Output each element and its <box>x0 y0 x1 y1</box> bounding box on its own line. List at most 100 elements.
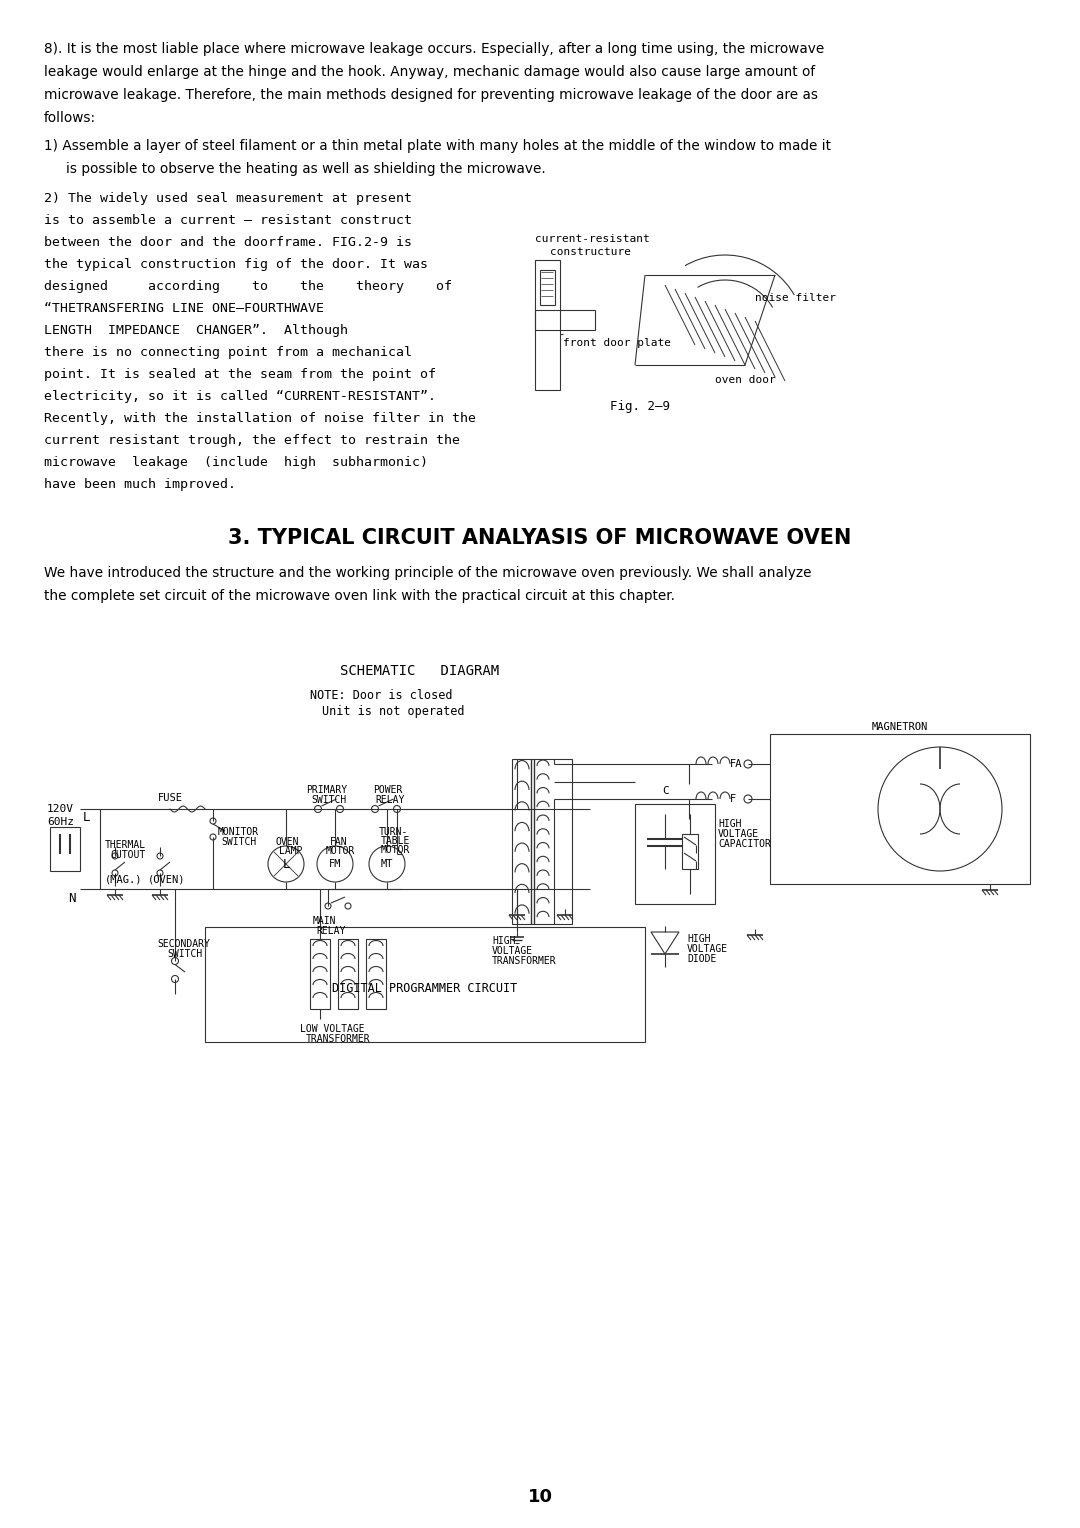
Text: VOLTAGE: VOLTAGE <box>718 830 759 839</box>
Text: VOLTAGE: VOLTAGE <box>492 946 534 957</box>
Circle shape <box>325 903 330 909</box>
Text: oven door: oven door <box>715 374 775 385</box>
Text: front door plate: front door plate <box>563 338 671 348</box>
Circle shape <box>878 747 1002 871</box>
Text: electricity, so it is called “CURRENT-RESISTANT”.: electricity, so it is called “CURRENT-RE… <box>44 390 436 403</box>
Text: CUTOUT: CUTOUT <box>110 850 145 860</box>
Text: LOW VOLTAGE: LOW VOLTAGE <box>300 1024 365 1034</box>
Text: current-resistant: current-resistant <box>535 234 650 244</box>
Text: SWITCH: SWITCH <box>167 949 202 960</box>
Text: We have introduced the structure and the working principle of the microwave oven: We have introduced the structure and the… <box>44 565 811 581</box>
Text: OVEN: OVEN <box>276 837 299 847</box>
Text: PRIMARY: PRIMARY <box>306 785 347 795</box>
Text: current resistant trough, the effect to restrain the: current resistant trough, the effect to … <box>44 434 460 448</box>
Text: 1) Assemble a layer of steel filament or a thin metal plate with many holes at t: 1) Assemble a layer of steel filament or… <box>44 139 831 153</box>
Text: RELAY: RELAY <box>316 926 346 937</box>
Circle shape <box>157 869 163 876</box>
Text: have been much improved.: have been much improved. <box>44 478 237 490</box>
Text: MAGNETRON: MAGNETRON <box>872 723 928 732</box>
Circle shape <box>172 958 178 964</box>
Circle shape <box>112 853 118 859</box>
Text: N: N <box>68 892 76 905</box>
Text: follows:: follows: <box>44 112 96 125</box>
Circle shape <box>157 853 163 859</box>
Text: HIGH: HIGH <box>687 934 711 944</box>
Circle shape <box>172 975 178 983</box>
Text: 3. TYPICAL CIRCUIT ANALYASIS OF MICROWAVE OVEN: 3. TYPICAL CIRCUIT ANALYASIS OF MICROWAV… <box>228 529 852 549</box>
Text: L: L <box>282 857 289 871</box>
Text: SWITCH: SWITCH <box>311 795 347 805</box>
Text: TABLE: TABLE <box>381 836 410 847</box>
Bar <box>50 827 80 871</box>
Text: the complete set circuit of the microwave oven link with the practical circuit a: the complete set circuit of the microwav… <box>44 588 675 604</box>
Bar <box>681 834 698 869</box>
Text: there is no connecting point from a mechanical: there is no connecting point from a mech… <box>44 345 411 359</box>
Text: HIGH: HIGH <box>492 937 515 946</box>
Text: is possible to observe the heating as well as shielding the microwave.: is possible to observe the heating as we… <box>66 162 545 176</box>
Text: Unit is not operated: Unit is not operated <box>322 704 464 718</box>
Bar <box>535 310 595 330</box>
Bar <box>366 940 386 1008</box>
Text: between the door and the doorframe. FIG.2-9 is: between the door and the doorframe. FIG.… <box>44 235 411 249</box>
Text: MONITOR: MONITOR <box>218 827 259 837</box>
Circle shape <box>210 817 216 824</box>
Text: Fig. 2–9: Fig. 2–9 <box>610 400 670 413</box>
Text: “THETRANSFERING LINE ONE–FOURTHWAVE: “THETRANSFERING LINE ONE–FOURTHWAVE <box>44 303 324 315</box>
Text: TRANSFORMER: TRANSFORMER <box>306 1034 370 1044</box>
Text: leakage would enlarge at the hinge and the hook. Anyway, mechanic damage would a: leakage would enlarge at the hinge and t… <box>44 66 815 79</box>
Text: designed     according    to    the    theory    of: designed according to the theory of <box>44 280 453 293</box>
Circle shape <box>744 795 752 804</box>
Text: FA: FA <box>730 759 743 769</box>
Circle shape <box>345 903 351 909</box>
Text: (OVEN): (OVEN) <box>148 874 186 885</box>
Text: VOLTAGE: VOLTAGE <box>687 944 728 953</box>
Text: F: F <box>730 795 737 804</box>
Bar <box>540 270 555 306</box>
Text: MAIN: MAIN <box>313 915 337 926</box>
Text: FM: FM <box>328 859 341 869</box>
Polygon shape <box>651 932 679 953</box>
Circle shape <box>337 805 343 813</box>
Text: the typical construction fig of the door. It was: the typical construction fig of the door… <box>44 258 428 270</box>
Text: HIGH: HIGH <box>718 819 742 830</box>
Bar <box>635 804 715 905</box>
Circle shape <box>210 834 216 840</box>
Text: SWITCH: SWITCH <box>221 837 256 847</box>
Circle shape <box>314 805 322 813</box>
Text: SCHEMATIC   DIAGRAM: SCHEMATIC DIAGRAM <box>340 665 499 678</box>
Text: microwave  leakage  (include  high  subharmonic): microwave leakage (include high subharmo… <box>44 455 428 469</box>
Bar <box>512 759 572 924</box>
Text: 2) The widely used seal measurement at present: 2) The widely used seal measurement at p… <box>44 193 411 205</box>
Text: DIODE: DIODE <box>687 953 716 964</box>
Text: POWER: POWER <box>373 785 403 795</box>
Circle shape <box>318 847 353 882</box>
Text: L: L <box>83 811 91 824</box>
Text: LAMP: LAMP <box>279 847 302 856</box>
Text: MOTOR: MOTOR <box>326 847 355 856</box>
Text: MOTOR: MOTOR <box>381 845 410 856</box>
Bar <box>535 260 561 390</box>
Text: noise filter: noise filter <box>755 293 836 303</box>
Bar <box>338 940 357 1008</box>
Bar <box>770 733 1030 885</box>
Text: microwave leakage. Therefore, the main methods designed for preventing microwave: microwave leakage. Therefore, the main m… <box>44 89 818 102</box>
Text: is to assemble a current – resistant construct: is to assemble a current – resistant con… <box>44 214 411 228</box>
Text: Recently, with the installation of noise filter in the: Recently, with the installation of noise… <box>44 413 476 425</box>
Circle shape <box>372 805 378 813</box>
Text: THERMAL: THERMAL <box>105 840 146 850</box>
Text: 8). It is the most liable place where microwave leakage occurs. Especially, afte: 8). It is the most liable place where mi… <box>44 41 824 57</box>
Text: C: C <box>662 785 669 796</box>
Text: FAN: FAN <box>330 837 348 847</box>
Circle shape <box>369 847 405 882</box>
Text: 10: 10 <box>527 1488 553 1507</box>
Circle shape <box>268 847 303 882</box>
Text: (MAG.): (MAG.) <box>105 874 143 885</box>
Text: point. It is sealed at the seam from the point of: point. It is sealed at the seam from the… <box>44 368 436 380</box>
Text: DIGITAL PROGRAMMER CIRCUIT: DIGITAL PROGRAMMER CIRCUIT <box>333 983 517 995</box>
Text: RELAY: RELAY <box>375 795 404 805</box>
Text: TRANSFORMER: TRANSFORMER <box>492 957 556 966</box>
Text: TURN-: TURN- <box>379 827 408 837</box>
Bar <box>310 940 330 1008</box>
Text: MT: MT <box>381 859 393 869</box>
Circle shape <box>744 759 752 769</box>
